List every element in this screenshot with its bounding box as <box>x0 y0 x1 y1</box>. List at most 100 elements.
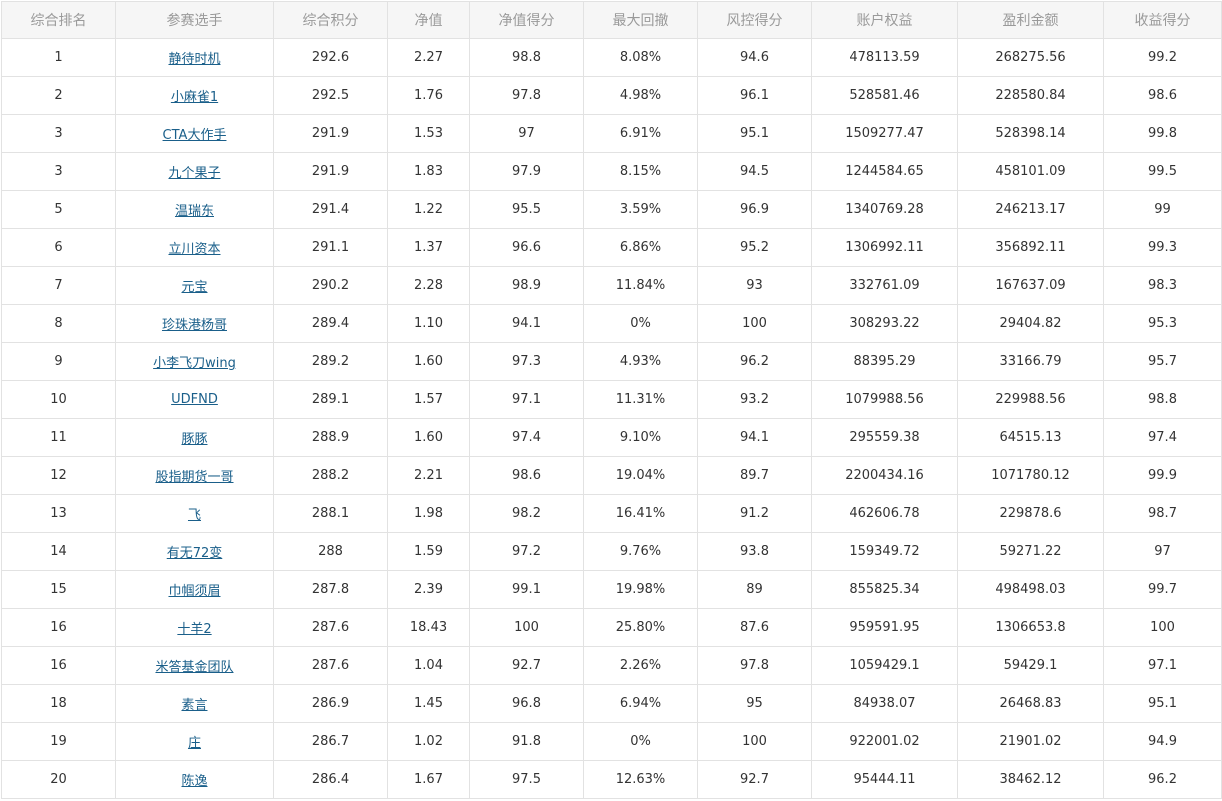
total-score-cell: 287.6 <box>273 608 388 647</box>
rank-cell: 1 <box>1 38 116 77</box>
max-drawdown-cell: 6.86% <box>583 228 698 267</box>
total-score-cell: 288.1 <box>273 494 388 533</box>
player-link[interactable]: 静待时机 <box>168 52 221 67</box>
column-header[interactable]: 净值得分 <box>469 1 584 39</box>
profit-cell: 33166.79 <box>957 342 1104 381</box>
account-equity-cell: 855825.34 <box>811 570 958 609</box>
column-header[interactable]: 综合积分 <box>273 1 388 39</box>
rank-cell: 16 <box>1 646 116 685</box>
player-link[interactable]: 温瑞东 <box>174 204 214 219</box>
return-score-cell: 96.2 <box>1103 760 1222 799</box>
nav-score-cell: 92.7 <box>469 646 584 685</box>
account-equity-cell: 1509277.47 <box>811 114 958 153</box>
column-header[interactable]: 收益得分 <box>1103 1 1222 39</box>
rank-cell: 16 <box>1 608 116 647</box>
nav-score-cell: 97.2 <box>469 532 584 571</box>
rank-cell: 3 <box>1 114 116 153</box>
profit-cell: 246213.17 <box>957 190 1104 229</box>
profit-cell: 498498.03 <box>957 570 1104 609</box>
table-row: 7 元宝 290.2 2.28 98.9 11.84% 93 332761.09 167637.… <box>1 266 1222 305</box>
column-header[interactable]: 净值 <box>387 1 470 39</box>
header-row: 综合排名 参赛选手 综合积分 净值 净值得分 最大回撤 风控得分 账户权益 盈利… <box>1 1 1222 39</box>
column-header[interactable]: 账户权益 <box>811 1 958 39</box>
player-cell: 陈逸 <box>115 760 274 799</box>
nav-score-cell: 97.9 <box>469 152 584 191</box>
player-link[interactable]: 豚豚 <box>181 432 208 447</box>
player-link[interactable]: 素言 <box>181 698 208 713</box>
player-link[interactable]: 巾帼须眉 <box>168 584 221 599</box>
risk-score-cell: 100 <box>697 304 812 343</box>
risk-score-cell: 95.2 <box>697 228 812 267</box>
profit-cell: 167637.09 <box>957 266 1104 305</box>
column-header[interactable]: 最大回撤 <box>583 1 698 39</box>
account-equity-cell: 1306992.11 <box>811 228 958 267</box>
risk-score-cell: 89.7 <box>697 456 812 495</box>
column-header[interactable]: 风控得分 <box>697 1 812 39</box>
profit-cell: 21901.02 <box>957 722 1104 761</box>
nav-cell: 2.39 <box>387 570 470 609</box>
player-link[interactable]: 米答基金团队 <box>155 660 234 675</box>
table-row: 16 十羊2 287.6 18.43 100 25.80% 87.6 959591.95 130… <box>1 608 1222 647</box>
max-drawdown-cell: 4.93% <box>583 342 698 381</box>
return-score-cell: 97 <box>1103 532 1222 571</box>
player-cell: 十羊2 <box>115 608 274 647</box>
total-score-cell: 287.8 <box>273 570 388 609</box>
max-drawdown-cell: 0% <box>583 304 698 343</box>
player-cell: 小麻雀1 <box>115 76 274 115</box>
profit-cell: 268275.56 <box>957 38 1104 77</box>
nav-score-cell: 99.1 <box>469 570 584 609</box>
column-header[interactable]: 综合排名 <box>1 1 116 39</box>
nav-score-cell: 97.8 <box>469 76 584 115</box>
return-score-cell: 99.8 <box>1103 114 1222 153</box>
total-score-cell: 291.4 <box>273 190 388 229</box>
player-cell: 有无72变 <box>115 532 274 571</box>
player-link[interactable]: 陈逸 <box>181 774 208 789</box>
max-drawdown-cell: 9.10% <box>583 418 698 457</box>
profit-cell: 229988.56 <box>957 380 1104 419</box>
player-link[interactable]: 有无72变 <box>166 546 223 561</box>
nav-cell: 1.37 <box>387 228 470 267</box>
player-link[interactable]: 庄 <box>187 736 201 751</box>
player-link[interactable]: 飞 <box>187 508 201 523</box>
player-link[interactable]: 小麻雀1 <box>170 90 219 105</box>
player-link[interactable]: 元宝 <box>181 280 208 295</box>
player-link[interactable]: 珍珠港杨哥 <box>161 318 227 333</box>
total-score-cell: 287.6 <box>273 646 388 685</box>
player-cell: 庄 <box>115 722 274 761</box>
rank-cell: 8 <box>1 304 116 343</box>
table-row: 15 巾帼须眉 287.8 2.39 99.1 19.98% 89 855825.34 4984… <box>1 570 1222 609</box>
rank-cell: 20 <box>1 760 116 799</box>
player-link[interactable]: UDFND <box>171 392 218 407</box>
profit-cell: 59429.1 <box>957 646 1104 685</box>
player-cell: UDFND <box>115 380 274 419</box>
rank-cell: 7 <box>1 266 116 305</box>
account-equity-cell: 528581.46 <box>811 76 958 115</box>
account-equity-cell: 332761.09 <box>811 266 958 305</box>
column-header[interactable]: 盈利金额 <box>957 1 1104 39</box>
risk-score-cell: 94.1 <box>697 418 812 457</box>
return-score-cell: 98.8 <box>1103 380 1222 419</box>
total-score-cell: 289.2 <box>273 342 388 381</box>
nav-cell: 1.10 <box>387 304 470 343</box>
table-row: 12 股指期货一哥 288.2 2.21 98.6 19.04% 89.7 2200434.1… <box>1 456 1222 495</box>
player-link[interactable]: 股指期货一哥 <box>155 470 234 485</box>
player-link[interactable]: 九个果子 <box>168 166 221 181</box>
profit-cell: 64515.13 <box>957 418 1104 457</box>
player-cell: 珍珠港杨哥 <box>115 304 274 343</box>
column-header[interactable]: 参赛选手 <box>115 1 274 39</box>
total-score-cell: 289.1 <box>273 380 388 419</box>
player-link[interactable]: 小李飞刀wing <box>153 356 236 371</box>
player-link[interactable]: 十羊2 <box>177 622 212 637</box>
return-score-cell: 98.7 <box>1103 494 1222 533</box>
nav-score-cell: 95.5 <box>469 190 584 229</box>
player-link[interactable]: CTA大作手 <box>162 128 227 143</box>
return-score-cell: 98.6 <box>1103 76 1222 115</box>
account-equity-cell: 159349.72 <box>811 532 958 571</box>
max-drawdown-cell: 6.91% <box>583 114 698 153</box>
total-score-cell: 291.9 <box>273 152 388 191</box>
nav-score-cell: 97 <box>469 114 584 153</box>
nav-cell: 1.22 <box>387 190 470 229</box>
player-link[interactable]: 立川资本 <box>168 242 221 257</box>
account-equity-cell: 1079988.56 <box>811 380 958 419</box>
table-row: 1 静待时机 292.6 2.27 98.8 8.08% 94.6 478113.59 2682… <box>1 38 1222 77</box>
